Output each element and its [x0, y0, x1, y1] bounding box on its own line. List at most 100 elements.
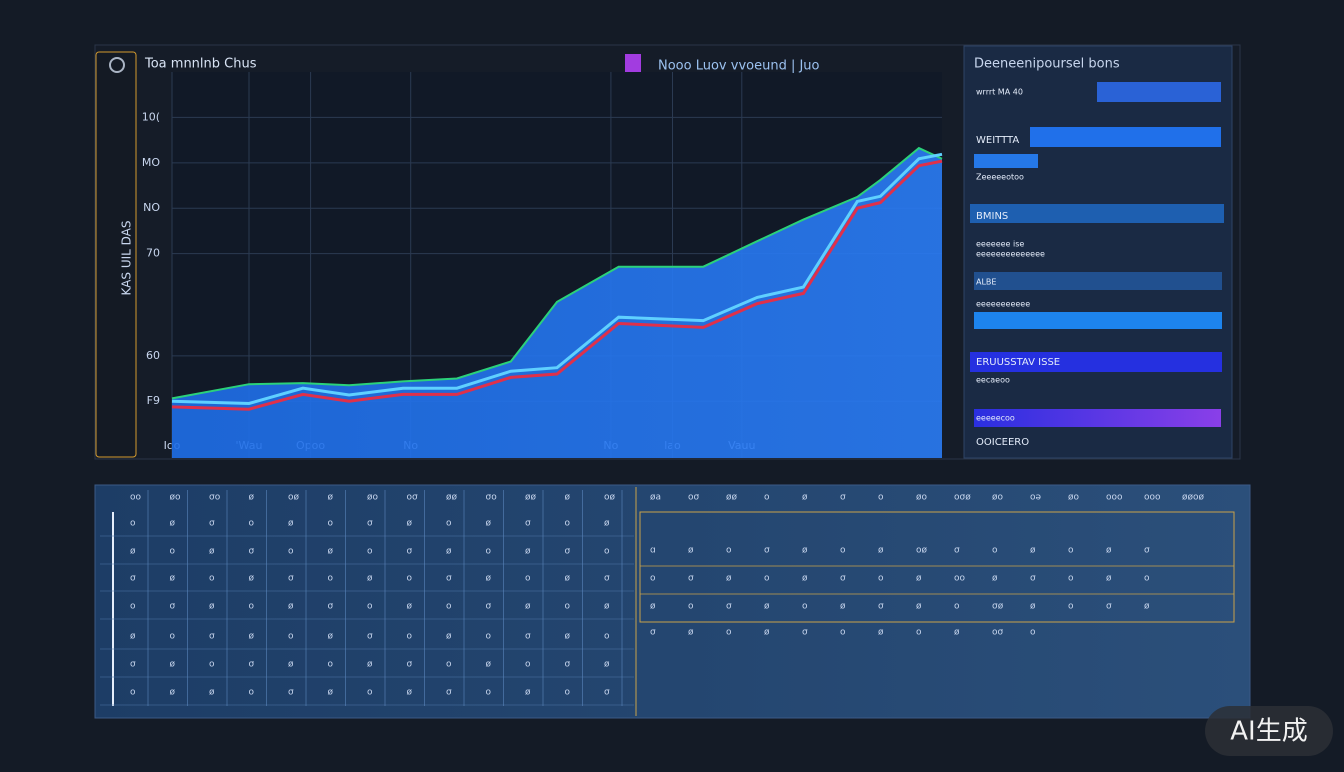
y-axis-title: KAS UIL DAS	[120, 221, 134, 296]
table-cell: o	[249, 519, 255, 529]
table-cell: oø	[916, 546, 928, 556]
table-cell: σ	[604, 574, 610, 584]
table-cell: ø	[688, 628, 694, 638]
y-tick-label: 70	[146, 247, 160, 260]
table-header: oø	[604, 493, 616, 503]
table-cell: σ	[1144, 546, 1150, 556]
side-bar	[974, 409, 1221, 427]
table-cell: σ	[407, 660, 413, 670]
table-cell: σ	[486, 602, 492, 612]
table-cell: ø	[525, 547, 531, 557]
table-cell: ø	[1106, 546, 1112, 556]
table-cell: σ	[130, 660, 136, 670]
side-label: Zeeeeeotoo	[976, 173, 1024, 182]
side-title: Deeneenipoursel bons	[974, 57, 1120, 72]
table-cell: σ	[249, 547, 255, 557]
table-cell: o	[992, 546, 998, 556]
table-cell: ø	[525, 688, 531, 698]
table-cell: ø	[249, 574, 255, 584]
table-cell: σ	[954, 546, 960, 556]
table-header: oo	[130, 493, 142, 503]
table-cell: o	[130, 519, 136, 529]
table-cell: o	[446, 602, 452, 612]
table-cell: ø	[446, 632, 452, 642]
table-cell: ø	[1106, 574, 1112, 584]
table-cell: σ	[209, 632, 215, 642]
table-cell: ø	[486, 660, 492, 670]
table-cell: σ	[840, 574, 846, 584]
table-cell: o	[764, 574, 770, 584]
y-tick-label: 60	[146, 349, 160, 362]
table-header: oσ	[688, 493, 700, 503]
table-cell: ø	[840, 602, 846, 612]
table-cell: ø	[802, 574, 808, 584]
table-cell: σ	[288, 574, 294, 584]
table-cell: o	[954, 602, 960, 612]
table-cell: o	[840, 628, 846, 638]
side-bar	[1030, 127, 1221, 147]
table-cell: ø	[604, 660, 610, 670]
table-header: ø	[802, 493, 808, 503]
table-cell: σ	[525, 632, 531, 642]
table-cell: o	[525, 660, 531, 670]
table-cell: ø	[209, 547, 215, 557]
menu-icon[interactable]	[109, 57, 125, 73]
table-cell: σ	[688, 574, 694, 584]
table-cell: ø	[604, 602, 610, 612]
table-cell: ø	[878, 546, 884, 556]
table-cell: σ	[328, 602, 334, 612]
table-cell: σ	[878, 602, 884, 612]
table-cell: ø	[130, 547, 136, 557]
table-cell: σ	[446, 688, 452, 698]
table-cell: o	[1068, 574, 1074, 584]
side-label: BMINS	[976, 211, 1008, 222]
table-header: ooo	[1106, 493, 1123, 503]
table-header: øa	[650, 493, 661, 503]
table-cell: o	[878, 574, 884, 584]
side-label: ERUUSSTAV ISSE	[976, 357, 1060, 368]
table-cell: o	[367, 547, 373, 557]
table-header: σo	[209, 493, 221, 503]
series-line	[171, 146, 943, 400]
side-label: eeeeecoo	[976, 414, 1015, 423]
table-cell: ø	[209, 602, 215, 612]
table-header: oø	[288, 493, 300, 503]
table-cell: σ	[650, 628, 656, 638]
table-header: ø	[328, 493, 334, 503]
side-label: eecaeoo	[976, 376, 1010, 385]
table-cell: σ	[407, 547, 413, 557]
table-cell: o	[726, 546, 732, 556]
table-cell: ø	[170, 519, 176, 529]
side-label: wrrrt MA 40	[976, 88, 1023, 97]
table-cell: σ	[130, 574, 136, 584]
table-cell: σ	[209, 519, 215, 529]
table-cell: ø	[916, 602, 922, 612]
table-cell: ø	[407, 519, 413, 529]
side-label: WEITTTA	[976, 135, 1019, 146]
table-cell: ø	[170, 660, 176, 670]
table-cell: o	[249, 688, 255, 698]
table-cell: o	[565, 602, 571, 612]
table-cell: ø	[328, 632, 334, 642]
table-cell: σ	[170, 602, 176, 612]
table-cell: o	[486, 547, 492, 557]
table-cell: ø	[565, 574, 571, 584]
table-cell: ø	[565, 632, 571, 642]
table-cell: ø	[170, 688, 176, 698]
table-cell: ɑ	[650, 546, 656, 556]
table-cell: σ	[1106, 602, 1112, 612]
table-cell: ø	[288, 519, 294, 529]
side-bar	[1097, 82, 1221, 102]
table-cell: ø	[288, 602, 294, 612]
y-tick-label: 10(	[142, 110, 160, 123]
table-header: øø	[726, 493, 738, 503]
watermark: AI生成	[1230, 717, 1307, 747]
table-cell: o	[209, 660, 215, 670]
panel-title: Toa mnnlnb Chus	[144, 57, 257, 72]
table-cell: ø	[878, 628, 884, 638]
y-tick-label: MO	[142, 156, 160, 169]
table-cell: o	[130, 602, 136, 612]
table-cell: o	[688, 602, 694, 612]
table-cell: o	[486, 688, 492, 698]
